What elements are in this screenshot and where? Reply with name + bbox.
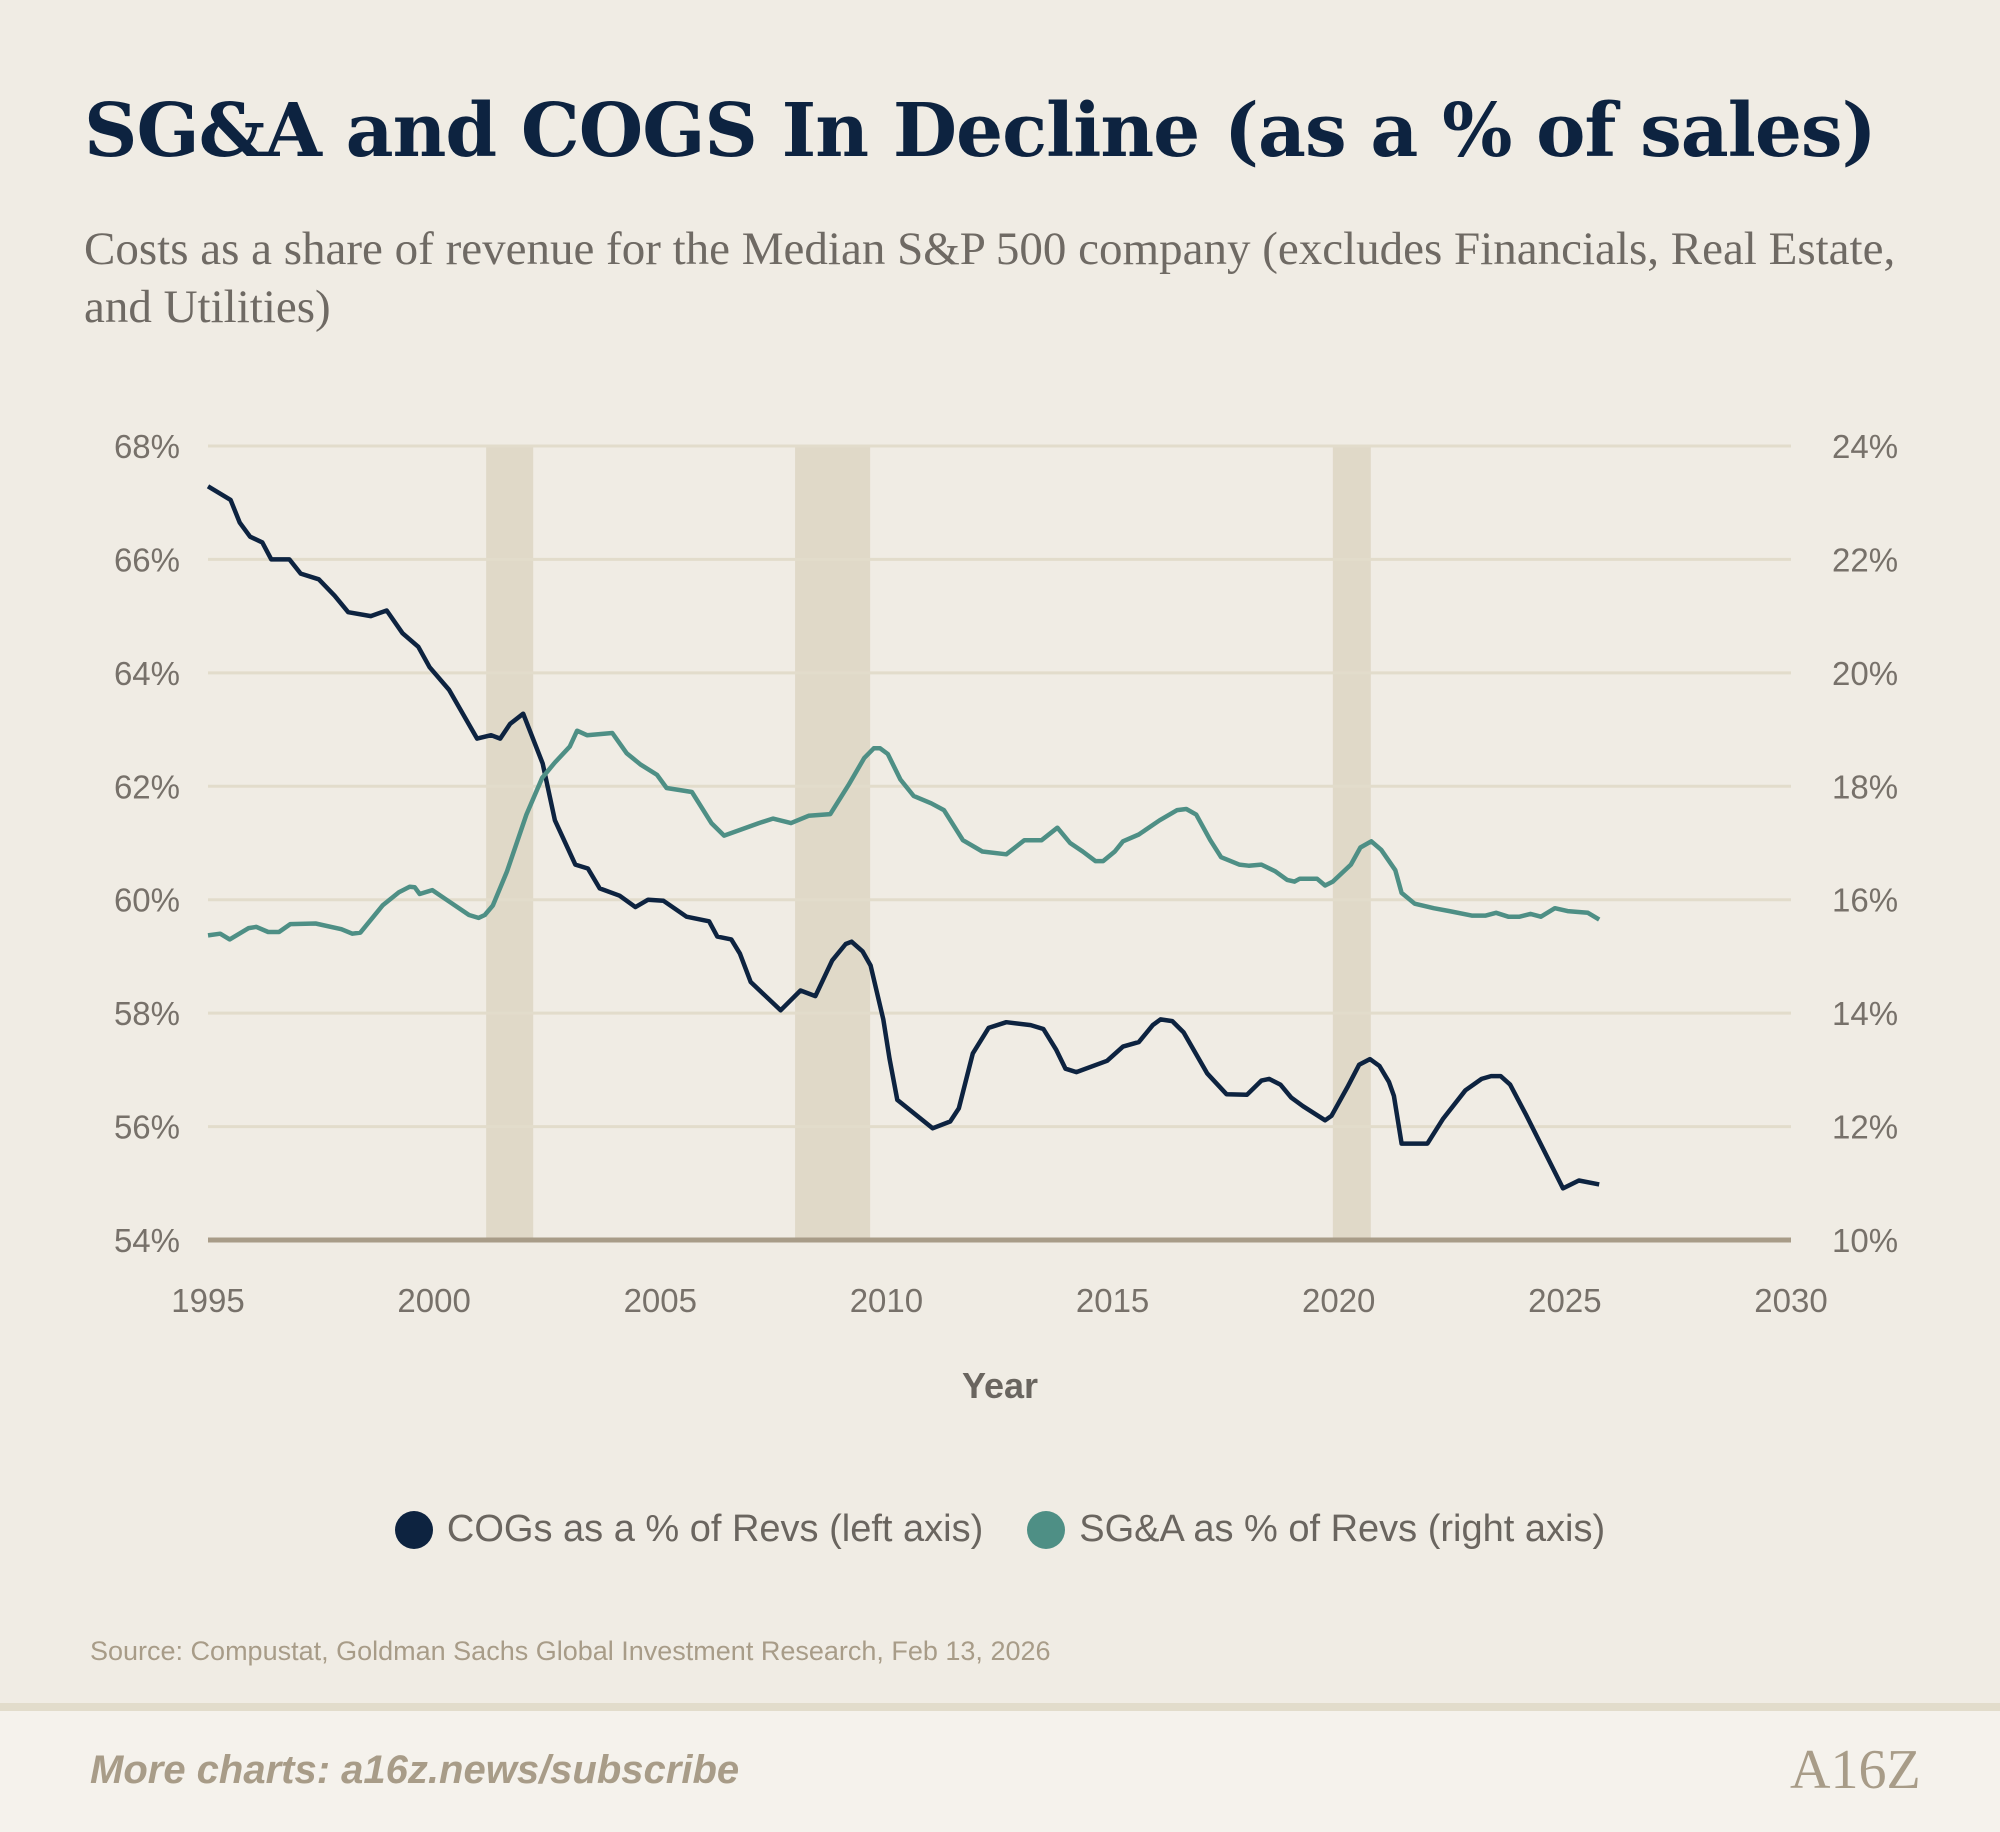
- legend-label-cogs: COGs as a % of Revs (left axis): [446, 1508, 984, 1550]
- x-tick-label: 2030: [1754, 1282, 1827, 1319]
- source-note: Source: Compustat, Goldman Sachs Global …: [90, 1636, 1051, 1666]
- legend: COGs as a % of Revs (left axis) SG&A as …: [0, 1508, 2000, 1551]
- y-right-tick-label: 14%: [1832, 995, 1898, 1032]
- y-left-tick-label: 68%: [114, 428, 180, 465]
- legend-dot-sga-icon: [1027, 1510, 1066, 1549]
- footer-band: [0, 1703, 2000, 1832]
- legend-label-sga: SG&A as % of Revs (right axis): [1079, 1508, 1606, 1550]
- y-left-tick-label: 56%: [114, 1109, 180, 1146]
- y-left-tick-label: 62%: [114, 768, 180, 805]
- subscribe-link[interactable]: More charts: a16z.news/subscribe: [90, 1748, 740, 1792]
- chart-title: SG&A and COGS In Decline (as a % of sale…: [84, 88, 1877, 174]
- a16z-logo: A16Z: [1790, 1739, 1921, 1801]
- y-right-tick-label: 18%: [1832, 768, 1898, 805]
- x-tick-label: 2025: [1528, 1282, 1601, 1319]
- x-tick-label: 2015: [1076, 1282, 1149, 1319]
- x-tick-label: 1995: [171, 1282, 244, 1319]
- recession-band: [486, 446, 534, 1240]
- x-tick-label: 2010: [850, 1282, 923, 1319]
- legend-item-sga[interactable]: SG&A as % of Revs (right axis): [1027, 1508, 1605, 1551]
- recession-band: [795, 446, 871, 1240]
- y-left-tick-label: 66%: [114, 541, 180, 578]
- chart-subtitle: Costs as a share of revenue for the Medi…: [84, 223, 1896, 333]
- cogs-series-line: [206, 484, 1600, 1191]
- y-right-tick-label: 10%: [1832, 1222, 1898, 1259]
- legend-dot-cogs-icon: [394, 1510, 433, 1549]
- y-right-tick-label: 12%: [1832, 1109, 1898, 1146]
- y-left-tick-label: 54%: [114, 1222, 180, 1259]
- y-left-tick-label: 64%: [114, 655, 180, 692]
- sga-series-line: [207, 728, 1601, 942]
- legend-item-cogs[interactable]: COGs as a % of Revs (left axis): [394, 1508, 984, 1551]
- x-axis-label: Year: [962, 1365, 1038, 1406]
- y-right-tick-label: 22%: [1832, 541, 1898, 578]
- x-tick-label: 2020: [1302, 1282, 1375, 1319]
- y-left-tick-label: 58%: [114, 995, 180, 1032]
- x-tick-label: 2005: [624, 1282, 697, 1319]
- y-right-tick-label: 24%: [1832, 428, 1898, 465]
- y-right-tick-label: 16%: [1832, 882, 1898, 919]
- y-left-tick-label: 60%: [114, 882, 180, 919]
- x-tick-label: 2000: [397, 1282, 470, 1319]
- y-right-tick-label: 20%: [1832, 655, 1898, 692]
